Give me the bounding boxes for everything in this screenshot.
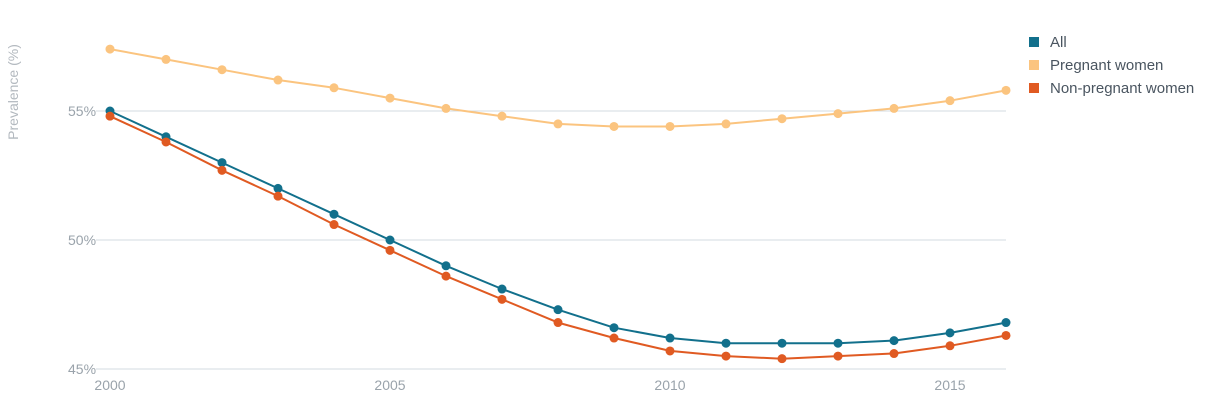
y-tick-label: 55% bbox=[68, 103, 96, 119]
data-point[interactable] bbox=[1001, 318, 1011, 328]
data-point[interactable] bbox=[273, 191, 283, 201]
data-point[interactable] bbox=[777, 114, 787, 124]
data-point[interactable] bbox=[721, 351, 731, 361]
axes: 45% 50% 55% 2000 2005 2010 2015 bbox=[68, 103, 966, 393]
series-non-pregnant-women bbox=[105, 111, 1011, 364]
data-point[interactable] bbox=[497, 294, 507, 304]
x-tick-label: 2005 bbox=[374, 377, 405, 393]
data-point[interactable] bbox=[385, 235, 395, 245]
data-point[interactable] bbox=[161, 54, 171, 64]
legend-swatch bbox=[1029, 37, 1039, 47]
data-point[interactable] bbox=[441, 103, 451, 113]
data-point[interactable] bbox=[945, 341, 955, 351]
legend-label: All bbox=[1050, 34, 1067, 51]
data-point[interactable] bbox=[553, 119, 563, 129]
y-tick-label: 50% bbox=[68, 232, 96, 248]
data-point[interactable] bbox=[665, 333, 675, 343]
data-point[interactable] bbox=[889, 349, 899, 359]
data-point[interactable] bbox=[441, 261, 451, 271]
legend-item[interactable]: Non-pregnant women bbox=[1029, 80, 1194, 97]
data-point[interactable] bbox=[105, 111, 115, 121]
data-point[interactable] bbox=[889, 336, 899, 346]
series-line bbox=[109, 48, 1007, 128]
x-tick-label: 2010 bbox=[654, 377, 685, 393]
legend-label: Pregnant women bbox=[1050, 57, 1163, 74]
series-lines bbox=[105, 44, 1011, 364]
data-point[interactable] bbox=[553, 305, 563, 315]
data-point[interactable] bbox=[777, 354, 787, 364]
x-tick-label: 2000 bbox=[94, 377, 125, 393]
data-point[interactable] bbox=[217, 165, 227, 175]
data-point[interactable] bbox=[945, 96, 955, 106]
data-point[interactable] bbox=[553, 318, 563, 328]
legend: All Pregnant women Non-pregnant women bbox=[1029, 34, 1194, 97]
data-point[interactable] bbox=[161, 137, 171, 147]
data-point[interactable] bbox=[665, 121, 675, 131]
data-point[interactable] bbox=[777, 338, 787, 348]
data-point[interactable] bbox=[497, 284, 507, 294]
data-point[interactable] bbox=[329, 220, 339, 230]
data-point[interactable] bbox=[273, 183, 283, 193]
data-point[interactable] bbox=[329, 209, 339, 219]
data-point[interactable] bbox=[329, 83, 339, 93]
data-point[interactable] bbox=[1001, 85, 1011, 95]
data-point[interactable] bbox=[217, 65, 227, 75]
data-point[interactable] bbox=[889, 103, 899, 113]
y-axis-label: Prevalence (%) bbox=[5, 44, 21, 140]
data-point[interactable] bbox=[217, 158, 227, 168]
data-point[interactable] bbox=[833, 338, 843, 348]
legend-swatch bbox=[1029, 60, 1039, 70]
data-point[interactable] bbox=[105, 44, 115, 54]
data-point[interactable] bbox=[609, 121, 619, 131]
data-point[interactable] bbox=[721, 338, 731, 348]
series-all bbox=[105, 106, 1011, 348]
y-tick-label: 45% bbox=[68, 361, 96, 377]
data-point[interactable] bbox=[273, 75, 283, 85]
data-point[interactable] bbox=[497, 111, 507, 121]
data-point[interactable] bbox=[721, 119, 731, 129]
data-point[interactable] bbox=[833, 351, 843, 361]
series-pregnant-women bbox=[105, 44, 1011, 131]
data-point[interactable] bbox=[385, 93, 395, 103]
data-point[interactable] bbox=[665, 346, 675, 356]
x-tick-label: 2015 bbox=[934, 377, 965, 393]
data-point[interactable] bbox=[441, 271, 451, 281]
legend-item[interactable]: Pregnant women bbox=[1029, 57, 1163, 74]
data-point[interactable] bbox=[609, 333, 619, 343]
legend-label: Non-pregnant women bbox=[1050, 80, 1194, 97]
legend-swatch bbox=[1029, 83, 1039, 93]
data-point[interactable] bbox=[1001, 330, 1011, 340]
data-point[interactable] bbox=[945, 328, 955, 338]
data-point[interactable] bbox=[385, 245, 395, 255]
grid-lines bbox=[96, 110, 1006, 370]
legend-item[interactable]: All bbox=[1029, 34, 1067, 51]
data-point[interactable] bbox=[609, 323, 619, 333]
data-point[interactable] bbox=[833, 109, 843, 119]
